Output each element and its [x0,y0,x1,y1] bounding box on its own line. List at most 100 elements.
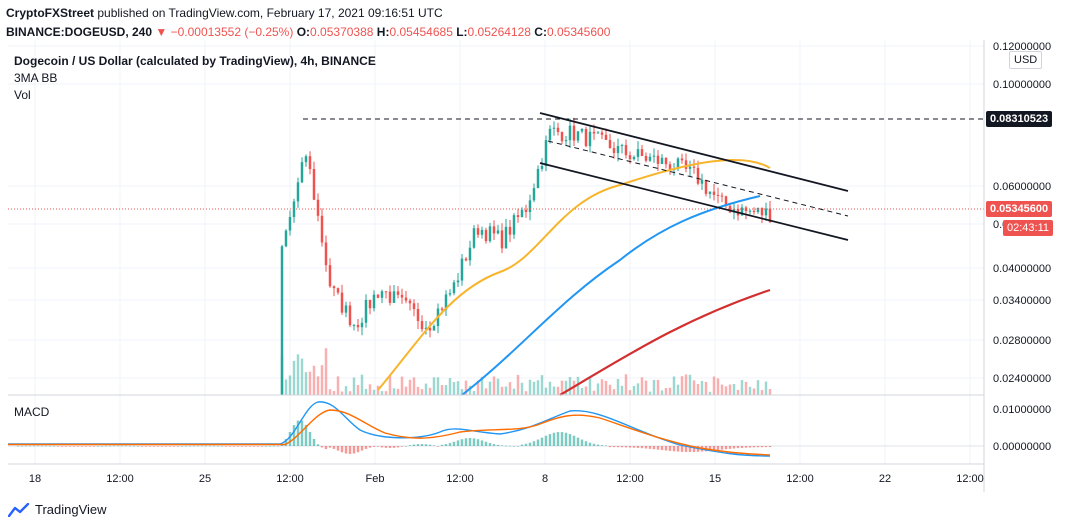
macd-histogram-bar [20,445,24,447]
macd-histogram-bar [464,438,468,446]
macd-histogram-bar [528,442,532,446]
volume-bar [364,388,368,395]
macd-histogram-bar [132,445,136,447]
macd-histogram-bar [300,420,304,446]
candle-body [452,282,456,294]
macd-histogram-bar [692,446,696,452]
macd-histogram-bar [628,446,632,448]
macd-histogram-bar [576,437,580,446]
indicator-label[interactable]: 3MA BB [14,71,58,85]
macd-histogram-bar [552,432,556,446]
volume-bar [432,377,436,395]
candle-body [600,132,604,135]
volume-bar [512,388,516,395]
time-axis-tick-label: 22 [879,473,891,485]
macd-histogram-bar [600,445,604,446]
volume-bar [324,348,328,395]
macd-histogram-bar [148,446,152,447]
time-axis-tick-label: 12:00 [956,473,984,485]
volume-bar [500,386,504,395]
macd-histogram-bar [720,446,724,450]
tradingview-logo[interactable]: TradingView [8,502,107,517]
time-axis-tick-label: 8 [542,473,548,485]
macd-label[interactable]: MACD [14,405,50,419]
macd-histogram-bar [356,446,360,453]
volume-bar [488,381,492,395]
macd-histogram-bar [484,441,488,446]
candle-body [564,140,568,142]
volume-bar [524,391,528,395]
macd-histogram-bar [120,445,124,447]
macd-histogram-bar [316,444,320,446]
chart-title: Dogecoin / US Dollar (calculated by Trad… [14,54,376,68]
price-axis-tick-label: 0.12000000 [993,41,1051,53]
macd-histogram-bar [728,446,732,449]
candle-body [756,207,760,213]
candle-body [416,309,420,322]
macd-histogram-bar [272,445,276,447]
candle-body [320,215,324,243]
macd-histogram-bar [312,438,316,446]
macd-histogram-bar [200,445,204,447]
grid [8,40,984,464]
macd-histogram-bar [572,435,576,446]
candle-body [720,195,724,197]
macd-histogram-bar [708,446,712,451]
candle-body [656,155,660,164]
candle-body [356,324,360,328]
volume-bar [764,381,768,395]
macd-histogram-bar [616,446,620,448]
volume-bar [724,386,728,395]
volume-bar [396,388,400,395]
candle-body [496,230,500,234]
time-axis-tick-label: 12:00 [786,473,814,485]
macd-histogram-bar [352,446,356,454]
open-value: 0.05370388 [310,25,374,39]
volume-bar [752,388,756,395]
volume-bar [440,385,444,395]
volume-bar [392,388,396,395]
macd-histogram-bar [240,446,244,447]
candle-body [336,288,340,293]
volume-bar [460,389,464,395]
macd-histogram-bar [284,438,288,446]
volume-bar [696,384,700,395]
macd-histogram-bar [184,445,188,447]
volume-bar [472,391,476,395]
macd-histogram-bar [664,446,668,451]
volume-bar [388,375,392,395]
candle-body [324,242,328,266]
macd-histogram-bar [160,446,164,447]
macd-histogram-bar [760,446,764,448]
volume-bar [632,385,636,395]
candle-body [740,207,744,216]
volume-bar [756,380,760,395]
macd-histogram-bar [152,446,156,447]
macd-histogram-bar [444,444,448,446]
macd-histogram-bar [116,445,120,447]
macd-histogram-bar [416,444,420,446]
macd-histogram-bar [332,446,336,449]
volume-bar [316,376,320,395]
volume-bar [588,377,592,395]
price-axis-tick-label: 0.10000000 [993,79,1051,91]
currency-badge[interactable]: USD [1009,51,1043,69]
volume-bar [444,385,448,395]
change-value: ▼ −0.00013552 (−0.25%) [155,25,294,39]
volume-bar [644,380,648,395]
macd-histogram-bar [608,446,612,448]
price-axis-tick-label: 0.02800000 [993,335,1051,347]
volume-label[interactable]: Vol [14,88,31,102]
candle-body [456,280,460,283]
volume-bar [736,389,740,395]
macd-histogram-bar [712,446,716,451]
candle-body [560,132,564,142]
macd-histogram-bar [408,445,412,446]
macd-histogram-bar [768,446,772,448]
volume-bar [760,390,764,395]
macd-histogram-bar [468,438,472,446]
close-label: C: [534,25,547,39]
volume-bar [612,389,616,395]
candle-body [340,292,344,313]
